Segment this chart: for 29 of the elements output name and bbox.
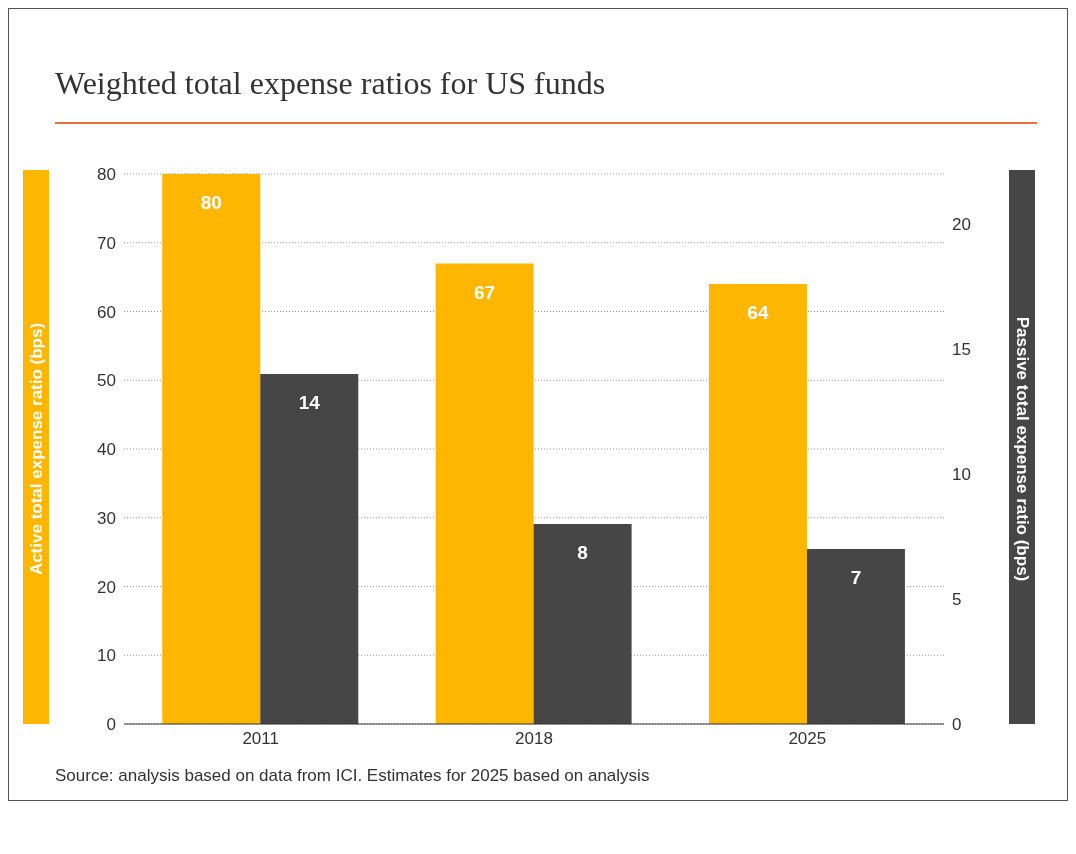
- y2-tick-label: 15: [952, 340, 971, 360]
- data-label: 7: [850, 567, 862, 589]
- y-tick-label: 80: [97, 165, 116, 185]
- y-tick-label: 0: [106, 715, 116, 735]
- y-tick-label: 60: [97, 302, 116, 322]
- data-label: 80: [200, 192, 222, 214]
- x-tick-label: 2018: [515, 729, 553, 749]
- y2-tick-label: 0: [952, 715, 962, 735]
- x-tick-label: 2025: [788, 729, 827, 749]
- y-tick-label: 30: [97, 508, 116, 528]
- y2-tick-label: 10: [952, 465, 971, 485]
- bar: [435, 263, 534, 724]
- y2-tick-label: 5: [952, 590, 962, 610]
- data-label: 8: [577, 542, 588, 564]
- data-label: 14: [298, 392, 321, 414]
- y-tick-label: 40: [97, 440, 116, 460]
- data-label: 64: [747, 302, 769, 324]
- y-tick-label: 10: [97, 646, 116, 666]
- y-tick-label: 20: [97, 577, 116, 597]
- chart-title: Weighted total expense ratios for US funds: [54, 64, 607, 102]
- y-tick-label: 70: [97, 233, 116, 253]
- bar: [708, 284, 807, 724]
- y2-tick-label: 20: [952, 215, 971, 235]
- y2-axis-title: Passive total expense ratio (bps): [1012, 316, 1032, 582]
- source-note: Source: analysis based on data from ICI. Estimates for 2025 based on analysis: [54, 765, 651, 787]
- y-axis-title: Active total expense ratio (bps): [26, 322, 46, 576]
- data-label: 67: [474, 281, 496, 303]
- y-tick-label: 50: [97, 371, 116, 391]
- x-tick-label: 2011: [242, 729, 279, 749]
